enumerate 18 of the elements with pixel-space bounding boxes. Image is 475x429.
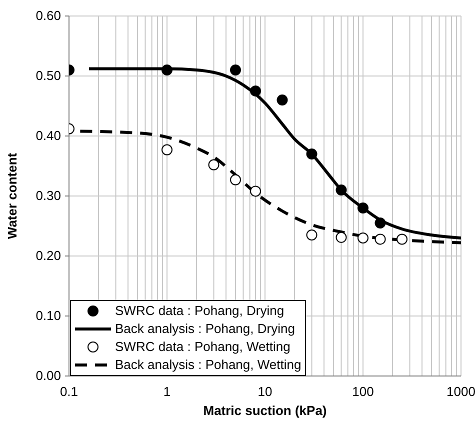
x-axis-title: Matric suction (kPa) — [203, 403, 327, 418]
x-tick-label: 1000 — [446, 384, 475, 399]
y-tick-label: 0.00 — [36, 368, 61, 383]
y-tick-label: 0.30 — [36, 188, 61, 203]
y-tick-label: 0.60 — [36, 8, 61, 23]
y-axis-title: Water content — [4, 152, 20, 240]
y-tick-label: 0.50 — [36, 68, 61, 83]
legend-label: SWRC data : Pohang, Drying — [115, 302, 284, 320]
legend-label: SWRC data : Pohang, Wetting — [115, 338, 290, 356]
x-tick-label: 10 — [258, 384, 272, 399]
y-tick-label: 0.20 — [36, 248, 61, 263]
x-tick-label: 100 — [352, 384, 374, 399]
legend-label: Back analysis : Pohang, Drying — [115, 320, 295, 338]
x-tick-label: 1 — [163, 384, 171, 399]
x-tick-label: 0.1 — [60, 384, 78, 399]
y-tick-label: 0.40 — [36, 128, 61, 143]
legend-label: Back analysis : Pohang, Wetting — [115, 356, 302, 374]
y-tick-label: 0.10 — [36, 308, 61, 323]
